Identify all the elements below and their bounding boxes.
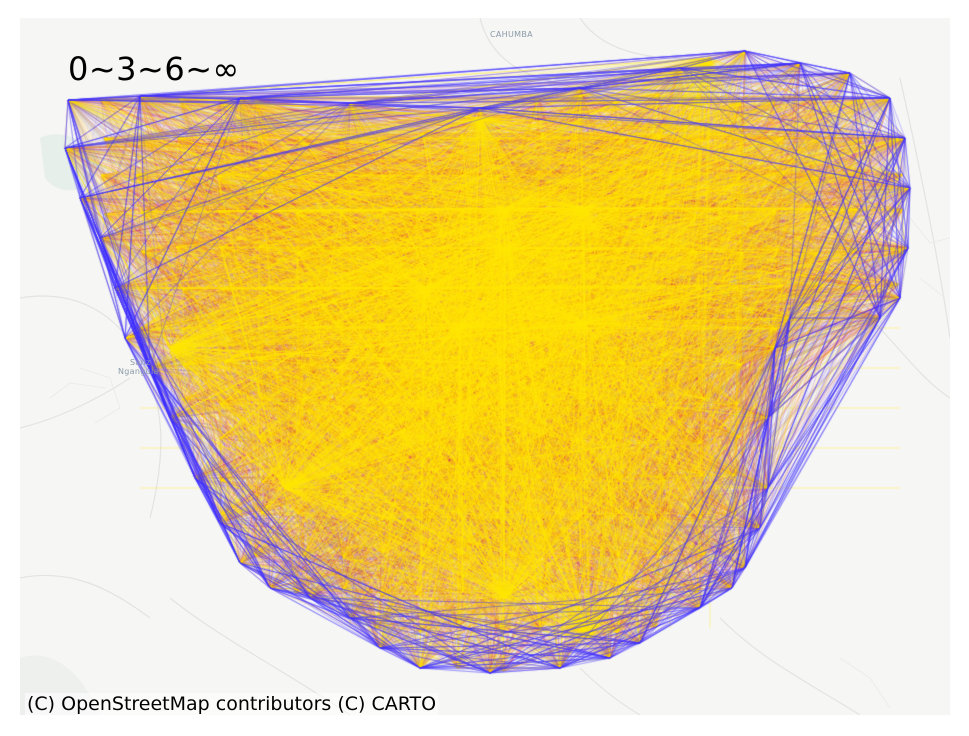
od-flow-network[interactable] <box>20 18 950 715</box>
map-attribution: (C) OpenStreetMap contributors (C) CARTO <box>25 693 439 715</box>
place-label-sanz: Sanz <box>130 358 151 367</box>
legend-label: 0~3~6~∞ <box>68 50 240 88</box>
place-label-ngangula: Ngangula <box>118 367 159 376</box>
place-label-cahumba: CAHUMBA <box>490 30 533 39</box>
map-canvas[interactable]: CAHUMBA Sanz Ngangula 0~3~6~∞ (C) OpenSt… <box>20 18 950 715</box>
